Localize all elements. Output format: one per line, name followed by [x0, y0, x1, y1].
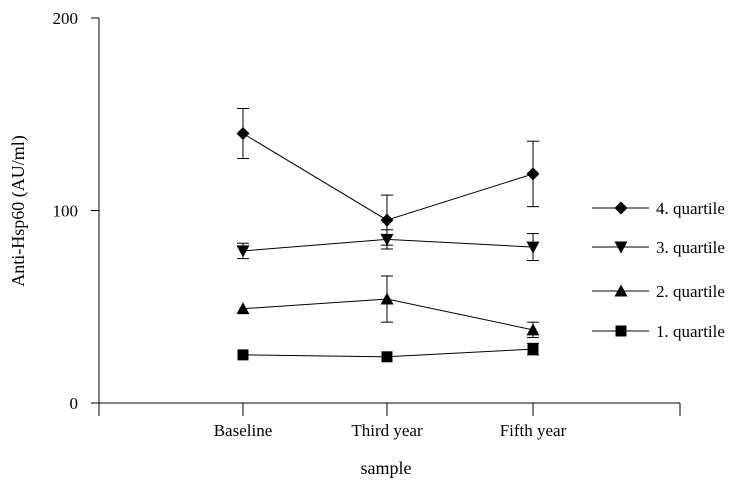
legend: 4. quartile 3. quartile 2. quartile 1. quar… — [592, 199, 725, 341]
legend-marker — [614, 201, 628, 215]
x-tick-label: Third year — [351, 421, 423, 440]
series-2 — [236, 229, 540, 262]
legend-label: 2. quartile — [656, 282, 725, 301]
data-point — [237, 349, 249, 361]
legend-label: 1. quartile — [656, 322, 725, 341]
legend-item: 1. quartile — [592, 322, 725, 341]
data-point — [381, 351, 393, 363]
data-point — [236, 245, 250, 258]
y-tick-label: 100 — [53, 202, 79, 221]
y-ticks: 0 100 200 — [53, 9, 99, 413]
legend-label: 4. quartile — [656, 199, 725, 218]
data-point — [380, 233, 394, 246]
data-point — [526, 241, 540, 254]
x-tick-label: Baseline — [214, 421, 273, 440]
y-tick-label: 0 — [70, 394, 79, 413]
axes — [98, 18, 680, 404]
plot-area — [236, 107, 540, 363]
y-tick-label: 200 — [53, 9, 79, 28]
series-line — [242, 133, 534, 221]
data-point — [236, 302, 250, 315]
legend-item: 2. quartile — [592, 282, 725, 301]
data-point — [526, 167, 540, 181]
data-point — [380, 292, 394, 305]
legend-marker — [614, 241, 628, 254]
data-point — [380, 213, 394, 227]
data-point — [526, 323, 540, 336]
y-axis-title: Anti-Hsp60 (AU/ml) — [8, 135, 29, 287]
legend-item: 4. quartile — [592, 199, 725, 218]
series-4 — [237, 342, 539, 363]
data-point — [527, 343, 539, 355]
x-ticks: Baseline Third year Fifth year — [98, 403, 681, 440]
legend-marker — [615, 325, 627, 337]
legend-label: 3. quartile — [656, 238, 725, 257]
data-point — [236, 127, 250, 140]
legend-marker — [614, 284, 628, 297]
x-axis-title: sample — [361, 458, 412, 478]
legend-item: 3. quartile — [592, 238, 725, 257]
series-1 — [236, 107, 540, 246]
x-tick-label: Fifth year — [500, 421, 567, 440]
series-3 — [236, 275, 540, 339]
